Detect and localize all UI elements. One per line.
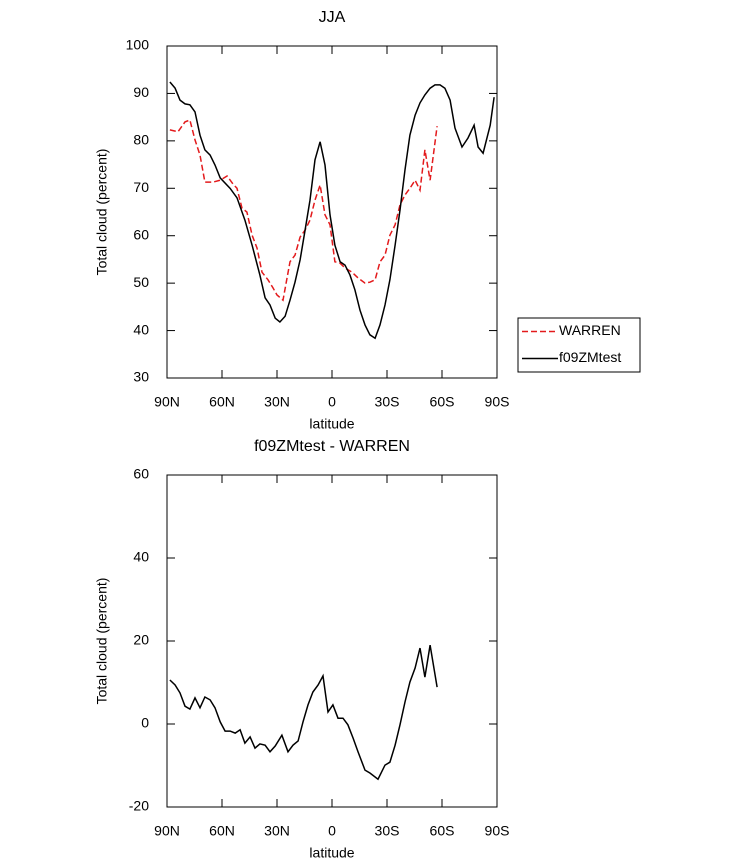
x-tick-label: 60N [209, 823, 235, 839]
legend-label: WARREN [559, 322, 621, 338]
x-tick-label: 60S [430, 394, 455, 410]
legend-label: f09ZMtest [559, 349, 621, 365]
y-tick-label: 100 [126, 37, 150, 53]
y-tick-label: 90 [133, 84, 149, 100]
y-tick-label: 50 [133, 274, 149, 290]
x-axis-label: latitude [309, 845, 354, 861]
x-tick-label: 30S [375, 823, 400, 839]
x-tick-label: 30N [264, 394, 290, 410]
y-axis-label: Total cloud (percent) [94, 578, 110, 705]
x-tick-label: 0 [328, 394, 336, 410]
x-tick-label: 90N [154, 394, 180, 410]
y-tick-label: 30 [133, 369, 149, 385]
y-tick-label: 70 [133, 179, 149, 195]
x-tick-label: 90S [485, 823, 510, 839]
y-tick-label: 60 [133, 466, 149, 482]
y-tick-label: -20 [129, 798, 149, 814]
y-tick-label: 40 [133, 321, 149, 337]
line-series [169, 81, 495, 340]
legend-box [517, 317, 641, 373]
plot-frame [166, 45, 498, 379]
y-tick-label: 60 [133, 226, 149, 242]
y-tick-label: 20 [133, 632, 149, 648]
chart-title: f09ZMtest - WARREN [254, 438, 410, 455]
x-tick-label: 60S [430, 823, 455, 839]
x-tick-label: 90N [154, 823, 180, 839]
line-series [169, 644, 438, 781]
x-tick-label: 60N [209, 394, 235, 410]
x-tick-label: 0 [328, 823, 336, 839]
y-axis-label: Total cloud (percent) [94, 149, 110, 276]
y-tick-label: 0 [141, 715, 149, 731]
y-tick-label: 40 [133, 549, 149, 565]
plot-frame [166, 474, 498, 808]
line-series [169, 118, 438, 302]
y-tick-label: 80 [133, 132, 149, 148]
x-tick-label: 30N [264, 823, 290, 839]
x-tick-label: 90S [485, 394, 510, 410]
chart-title: JJA [319, 9, 346, 26]
x-tick-label: 30S [375, 394, 400, 410]
x-axis-label: latitude [309, 416, 354, 432]
